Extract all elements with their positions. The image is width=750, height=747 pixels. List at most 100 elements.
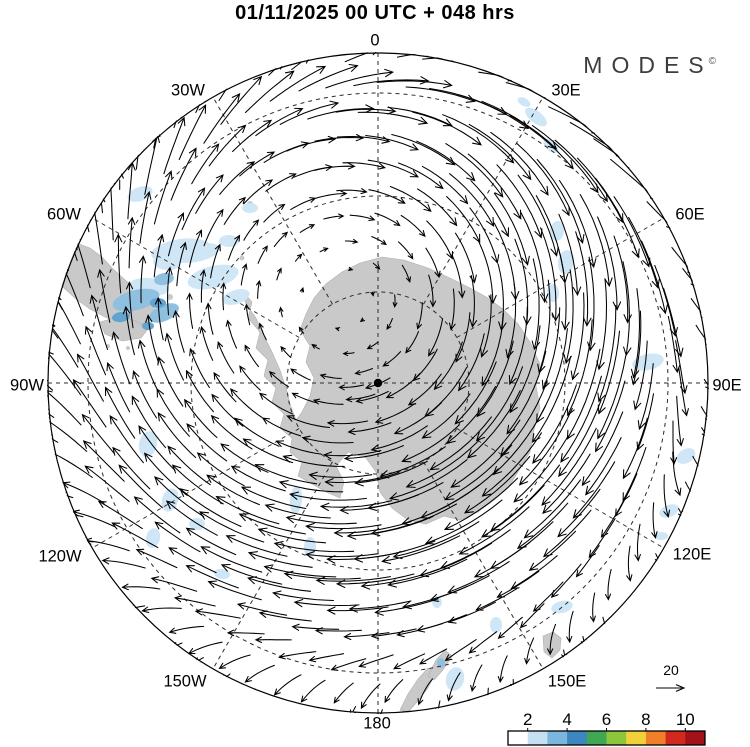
wind-arrow xyxy=(176,241,187,287)
wind-arrow xyxy=(667,315,681,374)
wind-arrow xyxy=(220,282,227,311)
wind-arrow xyxy=(186,423,228,462)
wind-arrow xyxy=(47,416,88,452)
shaded-patch xyxy=(289,486,303,514)
wind-arrow xyxy=(622,261,632,357)
wind-arrow xyxy=(531,355,572,443)
wind-arrow xyxy=(244,70,295,114)
wind-arrow xyxy=(532,384,577,464)
wind-arrow xyxy=(355,390,389,404)
wind-arrow xyxy=(597,330,621,415)
wind-arrow xyxy=(293,164,334,178)
wind-arrow xyxy=(257,245,268,264)
wind-arrow xyxy=(450,419,521,488)
wind-arrow xyxy=(587,256,596,352)
wind-arrow xyxy=(478,241,497,305)
wind-arrow xyxy=(597,304,617,403)
wind-arrow xyxy=(326,606,389,615)
wind-arrow xyxy=(610,158,660,201)
wind-arrow xyxy=(82,440,125,482)
wind-arrow xyxy=(541,307,561,390)
wind-arrow xyxy=(671,246,697,276)
wind-arrow xyxy=(286,415,331,429)
wind-arrow xyxy=(455,312,471,363)
wind-arrow xyxy=(338,384,365,391)
wind-arrow xyxy=(630,288,641,379)
wind-arrow xyxy=(454,232,477,284)
wind-arrow xyxy=(374,402,416,424)
wind-arrow xyxy=(178,104,207,161)
wind-arrow xyxy=(326,419,369,427)
map-boundary-circle xyxy=(47,52,709,714)
wind-arrow xyxy=(400,214,426,238)
wind-arrow xyxy=(240,263,248,286)
wind-arrow xyxy=(405,86,476,103)
wind-arrow xyxy=(220,563,283,585)
wind-arrow xyxy=(242,438,294,464)
wind-arrow xyxy=(314,133,365,142)
wind-arrow xyxy=(319,373,342,380)
wind-arrow xyxy=(418,648,448,665)
copyright-icon: © xyxy=(708,56,716,67)
wind-arrow xyxy=(389,185,432,212)
longitude-label-90E: 90E xyxy=(712,377,741,395)
colorbar-cell xyxy=(645,731,667,745)
wind-arrow xyxy=(291,623,340,631)
wind-arrow xyxy=(268,60,285,76)
shaded-patch xyxy=(445,667,465,691)
wind-arrow xyxy=(520,212,549,304)
wind-arrow xyxy=(604,568,612,601)
wind-arrow xyxy=(575,231,592,327)
wind-arrow xyxy=(596,278,608,371)
wind-arrow xyxy=(300,679,326,703)
wind-arrow xyxy=(570,292,585,381)
wind-arrow xyxy=(558,179,597,269)
wind-arrow xyxy=(600,496,627,538)
wind-arrow xyxy=(654,264,678,337)
wind-arrow xyxy=(311,343,320,350)
longitude-label-30W: 30W xyxy=(171,82,205,100)
wind-arrow xyxy=(595,380,626,453)
wind-arrow xyxy=(278,651,317,660)
wind-arrow xyxy=(524,637,535,665)
wind-arrow xyxy=(189,347,210,389)
wind-arrow xyxy=(217,341,235,374)
wind-arrow xyxy=(470,180,510,238)
wind-arrow xyxy=(371,236,387,246)
wind-arrow xyxy=(132,370,158,419)
wind-arrow xyxy=(254,636,292,644)
wind-arrow xyxy=(384,679,404,704)
wind-arrow xyxy=(651,502,658,539)
wind-arrow xyxy=(348,266,354,272)
wind-arrow xyxy=(451,255,466,299)
wind-arrow xyxy=(374,598,439,616)
wind-arrow xyxy=(275,440,322,455)
wind-arrow xyxy=(272,590,335,602)
wind-arrow xyxy=(537,279,551,374)
shaded-patch xyxy=(222,289,250,305)
wind-arrow xyxy=(47,377,54,391)
wind-arrow xyxy=(597,355,627,440)
wind-arrow xyxy=(81,413,115,454)
wind-arrow xyxy=(135,548,178,569)
wind-arrow xyxy=(397,241,414,260)
wind-arrow xyxy=(382,351,402,367)
wind-arrow xyxy=(581,411,624,487)
south-pole-dot xyxy=(373,378,383,388)
wind-arrow xyxy=(469,207,500,264)
wind-arrow xyxy=(466,390,521,459)
wind-arrow xyxy=(558,213,582,297)
longitude-label-30E: 30E xyxy=(551,82,580,100)
wind-arrow xyxy=(468,631,498,654)
wind-arrow xyxy=(225,535,288,557)
wind-arrow xyxy=(308,653,345,663)
longitude-label-60E: 60E xyxy=(675,206,704,224)
wind-arrow xyxy=(301,435,354,444)
shaded-patch xyxy=(517,97,531,107)
colorbar-tick-label: 4 xyxy=(562,710,571,729)
wind-arrow xyxy=(104,386,136,439)
wind-arrow xyxy=(257,527,327,544)
wind-arrow xyxy=(210,414,253,450)
wind-arrow xyxy=(239,151,276,177)
wind-arrow xyxy=(244,664,275,683)
